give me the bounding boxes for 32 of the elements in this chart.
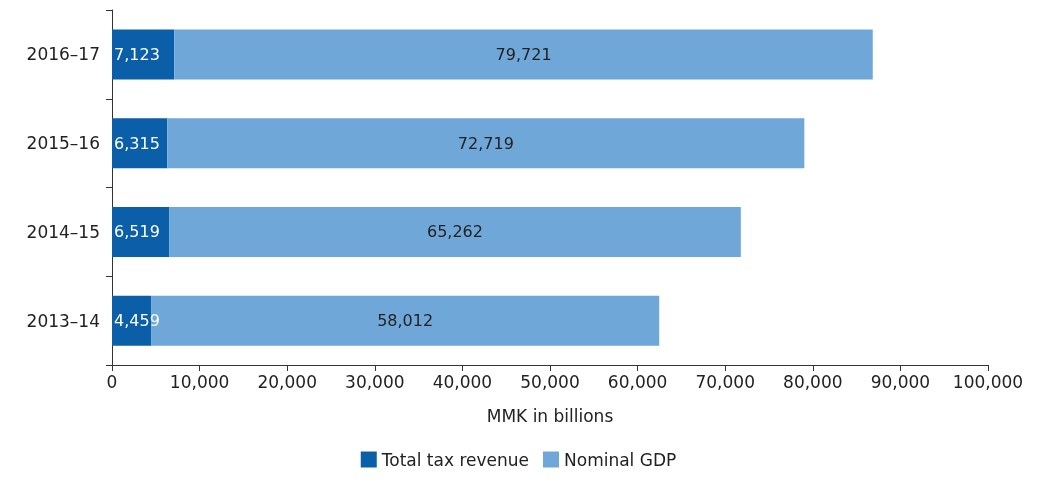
bar [167, 118, 805, 169]
legend-label: Total tax revenue [380, 449, 530, 470]
data-label: 79,721 [495, 44, 552, 64]
y-tick-label: 2013–14 [26, 310, 100, 331]
y-tick-label: 2016–17 [26, 44, 100, 65]
x-tick-label: 100,000 [952, 371, 1024, 392]
data-label: 58,012 [377, 311, 434, 331]
x-tick-label: 0 [106, 371, 118, 392]
data-label: 72,719 [457, 133, 514, 153]
bar [112, 29, 175, 80]
data-label: 4,459 [114, 311, 160, 331]
data-label: 7,123 [114, 44, 160, 64]
x-tick-label: 70,000 [695, 371, 755, 392]
bar [112, 206, 170, 257]
legend-label: Nominal GDP [564, 449, 677, 470]
x-tick-label: 40,000 [432, 371, 493, 392]
x-tick-label: 10,000 [169, 371, 230, 392]
bar [174, 29, 873, 80]
data-label: 6,315 [114, 133, 160, 153]
y-tick-label: 2014–15 [26, 221, 100, 242]
x-tick-label: 60,000 [607, 371, 668, 392]
bar [169, 206, 741, 257]
y-tick-label: 2015–16 [26, 133, 100, 154]
x-tick-label: 80,000 [783, 371, 843, 392]
bar [112, 118, 168, 169]
data-label: 65,262 [426, 222, 483, 242]
x-tick-label: 30,000 [345, 371, 405, 392]
x-tick-label: 20,000 [257, 371, 317, 392]
data-label: 6,519 [114, 222, 160, 242]
x-axis-title: MMK in billions [486, 405, 614, 426]
x-tick-label: 90,000 [870, 371, 931, 392]
x-tick-label: 50,000 [520, 371, 580, 392]
